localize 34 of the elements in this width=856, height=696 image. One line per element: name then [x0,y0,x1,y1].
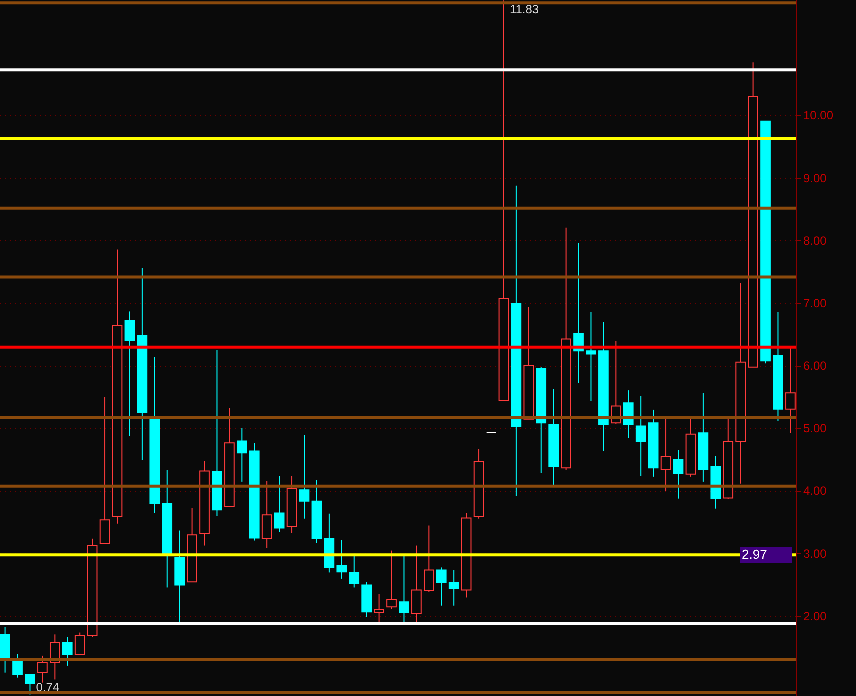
candlestick [38,655,48,684]
candlestick [586,312,596,402]
candlestick [399,555,410,624]
candlestick [12,654,23,678]
candlestick [386,550,397,610]
y-tick-label: 4.00 [804,484,828,498]
candlestick [62,636,73,666]
candlestick [74,632,86,656]
candlestick [124,311,136,437]
annotation: 0.74 [36,680,60,695]
y-tick-label: 7.00 [804,296,828,310]
candlestick [374,593,384,624]
candlestick [262,480,272,549]
candlestick [660,418,672,492]
candlestick [636,396,646,477]
candlestick [336,540,348,580]
y-tick-label: 9.00 [804,171,828,186]
candlestick [100,396,110,544]
candlestick [236,428,248,482]
candlestick [448,570,460,606]
candlestick [436,567,447,606]
y-tick-label: 8.00 [804,234,828,248]
candlestick [424,525,434,593]
y-tick-label: 2.00 [804,609,828,624]
candlestick [299,434,310,520]
annotation: 11.83 [510,2,540,17]
y-tick-label: 6.00 [804,359,828,374]
y-tick-label: 5.00 [804,422,828,436]
candlestick [412,545,422,624]
y-tick-label: 3.00 [804,546,828,561]
ref-line-label: 2.97 [742,547,768,562]
candlestick [673,450,684,500]
candlestick [274,476,285,533]
y-tick-label: 10.00 [804,108,834,123]
